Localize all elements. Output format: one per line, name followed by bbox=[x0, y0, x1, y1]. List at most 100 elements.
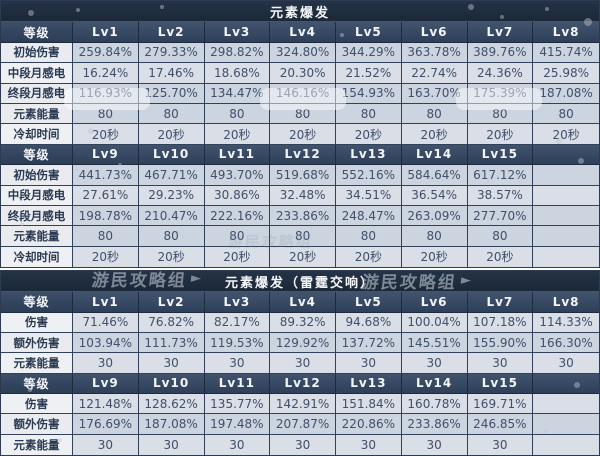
table-title-row: 元素爆发（雷霆交响） bbox=[1, 271, 599, 293]
value-cell: 30 bbox=[336, 434, 402, 455]
value-cell: 38.57% bbox=[467, 185, 534, 206]
table-row: 额外伤害 103.94% 111.73% 119.53% 129.92% 137.72% 1… bbox=[1, 332, 599, 354]
value-cell: 80 bbox=[270, 226, 336, 247]
level-header-cell: Lv14 bbox=[401, 144, 468, 166]
value-cell: 187.08% bbox=[138, 414, 205, 435]
value-cell: 617.12% bbox=[467, 165, 534, 186]
row-label: 元素能量 bbox=[1, 353, 73, 374]
value-cell: 82.17% bbox=[204, 312, 271, 333]
value-cell: 519.68% bbox=[270, 165, 336, 186]
row-label: 伤害 bbox=[1, 393, 73, 415]
level-header-cell: Lv2 bbox=[138, 22, 205, 43]
value-cell: 16.24% bbox=[73, 63, 139, 84]
value-cell: 71.46% bbox=[73, 312, 139, 333]
table-row: 伤害 71.46% 76.82% 82.17% 89.32% 94.68% 100.04% 1… bbox=[1, 312, 599, 333]
value-cell: 114.33% bbox=[533, 312, 599, 333]
value-cell: 129.92% bbox=[270, 332, 336, 354]
level-header-cell: Lv6 bbox=[401, 292, 468, 313]
value-cell: 80 bbox=[138, 103, 205, 125]
value-cell: 154.93% bbox=[336, 83, 402, 104]
row-label: 冷却时间 bbox=[1, 124, 73, 145]
table-row: 冷却时间 20秒 20秒 20秒 20秒 20秒 20秒 20秒 bbox=[1, 246, 599, 268]
value-cell: 210.47% bbox=[138, 205, 205, 227]
data-table: 元素爆发（雷霆交响） 等级 Lv1 Lv2 Lv3 Lv4 Lv5 Lv6 Lv7 Lv8 伤害 71… bbox=[0, 270, 600, 456]
value-cell: 415.74% bbox=[533, 42, 599, 64]
table-row: 终段月感电 198.78% 210.47% 222.16% 233.86% 248.47%… bbox=[1, 205, 599, 227]
value-cell: 80 bbox=[270, 103, 336, 125]
value-cell: 142.91% bbox=[270, 393, 336, 415]
row-label: 额外伤害 bbox=[1, 332, 73, 354]
level-header-cell: Lv3 bbox=[204, 292, 271, 313]
value-cell: 30 bbox=[204, 353, 271, 374]
value-cell: 467.71% bbox=[138, 165, 205, 186]
value-cell: 324.80% bbox=[270, 42, 336, 64]
value-cell: 222.16% bbox=[204, 205, 271, 227]
value-cell: 163.70% bbox=[401, 83, 468, 104]
value-cell: 29.23% bbox=[138, 185, 205, 206]
level-header-cell: Lv15 bbox=[467, 144, 534, 166]
level-header-cell: Lv9 bbox=[73, 373, 139, 394]
value-cell: 22.74% bbox=[401, 63, 468, 84]
level-header-label: 等级 bbox=[1, 373, 73, 394]
level-header-cell: Lv7 bbox=[467, 22, 534, 43]
value-cell: 80 bbox=[467, 226, 534, 247]
data-table: 元素爆发 等级 Lv1 Lv2 Lv3 Lv4 Lv5 Lv6 Lv7 Lv8 初始伤害 259.84… bbox=[0, 0, 600, 268]
level-header-row: 等级 Lv1 Lv2 Lv3 Lv4 Lv5 Lv6 Lv7 Lv8 bbox=[1, 292, 599, 313]
value-cell: 103.94% bbox=[73, 332, 139, 354]
value-cell: 80 bbox=[204, 103, 271, 125]
table-row: 中段月感电 16.24% 17.46% 18.68% 20.30% 21.52% 22.74… bbox=[1, 63, 599, 84]
value-cell: 20秒 bbox=[204, 246, 271, 268]
value-cell: 20秒 bbox=[270, 246, 336, 268]
value-cell: 135.77% bbox=[204, 393, 271, 415]
row-label: 中段月感电 bbox=[1, 63, 73, 84]
value-cell: 80 bbox=[204, 226, 271, 247]
value-cell: 20秒 bbox=[336, 246, 402, 268]
value-cell: 441.73% bbox=[73, 165, 139, 186]
level-header-cell: Lv1 bbox=[73, 292, 139, 313]
value-cell: 30 bbox=[401, 434, 468, 455]
value-cell: 21.52% bbox=[336, 63, 402, 84]
value-cell: 80 bbox=[467, 103, 534, 125]
value-cell bbox=[533, 205, 599, 227]
level-header-cell: Lv13 bbox=[336, 144, 402, 166]
value-cell: 76.82% bbox=[138, 312, 205, 333]
level-header-cell: Lv13 bbox=[336, 373, 402, 394]
value-cell bbox=[533, 246, 599, 268]
value-cell: 207.87% bbox=[270, 414, 336, 435]
table-title: 元素爆发 bbox=[269, 5, 330, 21]
value-cell: 107.18% bbox=[467, 312, 534, 333]
value-cell: 20秒 bbox=[270, 124, 336, 145]
value-cell: 32.48% bbox=[270, 185, 336, 206]
value-cell: 30 bbox=[73, 353, 139, 374]
value-cell: 80 bbox=[73, 226, 139, 247]
value-cell: 134.47% bbox=[204, 83, 271, 104]
value-cell: 30 bbox=[138, 353, 205, 374]
value-cell: 20秒 bbox=[401, 124, 468, 145]
value-cell: 30 bbox=[336, 353, 402, 374]
value-cell: 100.04% bbox=[401, 312, 468, 333]
row-label: 伤害 bbox=[1, 312, 73, 333]
value-cell: 30 bbox=[270, 353, 336, 374]
value-cell: 166.30% bbox=[533, 332, 599, 354]
level-header-cell: Lv12 bbox=[270, 373, 336, 394]
value-cell: 246.85% bbox=[467, 414, 534, 435]
value-cell: 30 bbox=[401, 353, 468, 374]
value-cell: 137.72% bbox=[336, 332, 402, 354]
level-header-cell bbox=[533, 373, 599, 394]
level-header-cell: Lv4 bbox=[270, 22, 336, 43]
value-cell: 80 bbox=[336, 226, 402, 247]
value-cell: 30 bbox=[138, 434, 205, 455]
value-cell: 584.64% bbox=[401, 165, 468, 186]
value-cell: 80 bbox=[533, 103, 599, 125]
value-cell bbox=[533, 414, 599, 435]
value-cell: 187.08% bbox=[533, 83, 599, 104]
level-header-row: 等级 Lv9 Lv10 Lv11 Lv12 Lv13 Lv14 Lv15 bbox=[1, 144, 599, 166]
table-row: 元素能量 80 80 80 80 80 80 80 bbox=[1, 226, 599, 247]
level-header-cell: Lv5 bbox=[336, 292, 402, 313]
row-label: 终段月感电 bbox=[1, 205, 73, 227]
row-label: 初始伤害 bbox=[1, 42, 73, 64]
table-row: 额外伤害 176.69% 187.08% 197.48% 207.87% 220.86% 2… bbox=[1, 414, 599, 435]
value-cell: 248.47% bbox=[336, 205, 402, 227]
value-cell: 233.86% bbox=[401, 414, 468, 435]
level-header-cell: Lv5 bbox=[336, 22, 402, 43]
